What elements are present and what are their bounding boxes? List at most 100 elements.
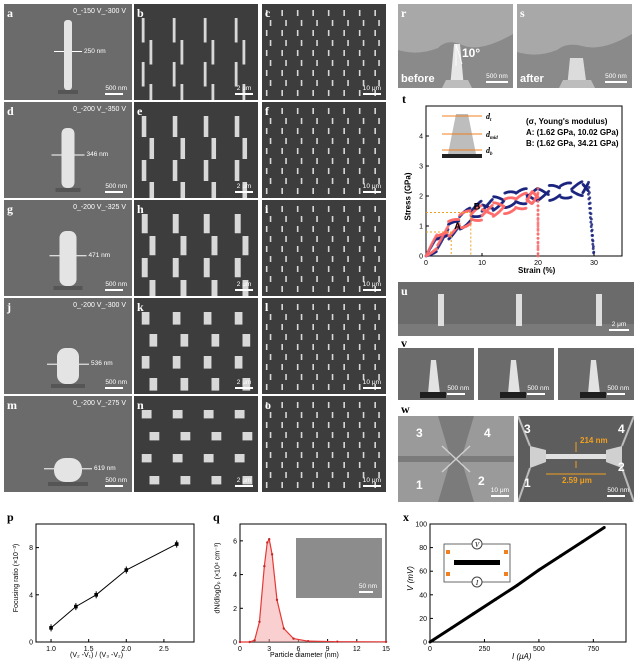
panel-label-q: q xyxy=(213,510,220,524)
chart-t-point-B xyxy=(536,252,540,255)
legend-entry-a: A: (1.62 GPa, 10.02 GPa) xyxy=(526,128,619,137)
chart-p-ytick: 4 xyxy=(29,592,33,599)
electrode-1-left: 1 xyxy=(416,478,423,492)
chart-q-xtick: 3 xyxy=(267,646,271,653)
panel-j: j 0_-200 V_-300 V 536 nm 500 nm xyxy=(4,298,132,394)
panel-r: r 10° before 500 nm xyxy=(398,4,513,88)
chart-t-point-A xyxy=(589,212,593,216)
chart-x-inset-circuit: VI xyxy=(443,538,511,588)
chart-t-point-A xyxy=(589,206,592,210)
chart-t-point-A xyxy=(569,195,573,199)
panel-label-w: w xyxy=(401,404,410,416)
chart-x-xtick: 250 xyxy=(479,646,491,653)
chart-p-xtick: 1.5 xyxy=(84,646,94,653)
voltage-condition: 0_-150 V_-300 V xyxy=(73,8,126,15)
chart-p-fit-line xyxy=(50,543,177,629)
chart-p-xtick: 1.0 xyxy=(46,646,56,653)
chart-t-point-B xyxy=(479,204,483,207)
scale-bar-a: 500 nm xyxy=(105,85,127,95)
chart-t-point-B xyxy=(536,187,540,190)
chart-t-point-A xyxy=(590,217,593,221)
chart-t-point-A xyxy=(591,234,594,237)
chart-t-point-B xyxy=(536,195,540,199)
chart-t-point-B xyxy=(536,200,540,203)
electrode-3-right: 3 xyxy=(524,422,531,436)
panel-o: o 10 μm xyxy=(262,396,386,492)
chart-q-ytick: 0 xyxy=(233,640,237,647)
chart-p-xtick: 2.0 xyxy=(121,646,131,653)
panel-e-image xyxy=(141,116,248,198)
panel-h: h 2 μm xyxy=(134,200,258,296)
pillar-diameter: 250 nm xyxy=(84,47,106,55)
chart-p-ytick: 8 xyxy=(29,545,33,552)
chart-q-ytick: 2 xyxy=(233,606,237,613)
chart-t-point-A xyxy=(588,191,591,194)
chart-t-point-A xyxy=(590,228,594,232)
chart-t-point-B xyxy=(536,218,540,222)
chart-t-point-A xyxy=(591,239,595,243)
scale-bar-j: 500 nm xyxy=(105,379,127,389)
chart-t-point-label: A xyxy=(454,221,461,231)
chart-q-band xyxy=(240,539,386,642)
panel-label-u: u xyxy=(401,284,408,298)
panel-q: q 0 3 6 9 12 15 0 2 4 6 50 nm Particle diameter (… xyxy=(210,510,392,665)
chart-q-frame xyxy=(239,523,387,643)
nanowire-width: 214 nm xyxy=(580,436,608,445)
chart-q-point xyxy=(263,564,266,568)
chart-t-point-B xyxy=(536,244,540,248)
axis-label-y-q: dN/dlogDₚ (×10⁴ cm⁻³) xyxy=(214,542,222,614)
panel-w-right: 3 4 1 2 214 nm 2.59 μm 500 nm xyxy=(518,416,634,502)
scale-bar-g: 500 nm xyxy=(105,281,127,291)
chart-x-inset-symbol: V xyxy=(475,541,480,549)
chart-t-point-B xyxy=(435,247,438,251)
chart-p: 1.0 1.5 2.0 2.5 0 4 8 xyxy=(29,523,195,653)
pillar-diameter: 536 nm xyxy=(91,360,113,368)
panel-v: 500 nm 500 nm 500 nm v xyxy=(398,338,634,402)
chart-t-point-B xyxy=(491,203,494,207)
chart-x-ytick: 80 xyxy=(419,545,427,552)
nanowire-length: 2.59 μm xyxy=(562,476,592,485)
chart-q-point xyxy=(306,639,310,643)
chart-t-point-A xyxy=(581,194,584,198)
panel-label-v: v xyxy=(401,338,407,350)
panel-v-1: 500 nm xyxy=(398,348,474,400)
axis-label-x-p: (V₂ -V₁) / (V₃ -V₂) xyxy=(70,652,124,659)
chart-t-point-A xyxy=(592,245,595,248)
panel-w: w 3 4 1 2 10 μm 3 4 1 2 xyxy=(398,404,634,504)
pillar-diameter: 346 nm xyxy=(86,151,109,158)
panel-label-l: l xyxy=(265,300,269,314)
chart-p-ytick: 0 xyxy=(29,640,33,647)
pillar-diameter: 619 nm xyxy=(94,464,116,472)
electrode-1-right: 1 xyxy=(524,476,531,490)
chart-t-inset-label: db xyxy=(486,146,493,157)
chart-t-point-B xyxy=(468,209,472,213)
axis-label-x-t: Strain (%) xyxy=(518,266,556,275)
chart-x-xtick: 500 xyxy=(533,646,545,653)
panel-v-2: 500 nm xyxy=(478,348,554,400)
chart-t-point-B xyxy=(536,224,540,228)
panel-label-p: p xyxy=(7,510,14,524)
chart-q-point xyxy=(268,537,271,541)
chart-t-frame xyxy=(425,105,623,257)
electrode-4-right: 4 xyxy=(618,422,625,436)
panel-label-i: i xyxy=(265,202,269,216)
legend-title: (σ, Young's modulus) xyxy=(526,117,608,126)
scale-bar-w-left: 10 μm xyxy=(490,487,509,497)
chart-t-point-B xyxy=(536,254,540,258)
panel-o-image xyxy=(265,402,380,488)
scale-bar-b: 2 μm xyxy=(235,85,253,95)
scale-bar-l: 10 μm xyxy=(362,379,381,389)
panel-v-3: 500 nm xyxy=(558,348,634,400)
chart-x-ytick: 60 xyxy=(419,569,427,576)
panel-label-c: c xyxy=(265,6,271,20)
panel-l: l 10 μm xyxy=(262,298,386,394)
chart-t-point-A xyxy=(468,206,472,210)
panel-label-d: d xyxy=(7,104,14,118)
axis-label-y-x: V (mV) xyxy=(405,566,415,591)
chart-x-frame xyxy=(429,523,627,643)
panel-i: i 10 μm xyxy=(262,200,386,296)
axis-label-x-q: Particle diameter (nm) xyxy=(270,652,339,659)
chart-x-point xyxy=(602,526,606,530)
panel-p: p 1.0 1.5 2.0 2.5 0 4 8 (V₂ -V₁) / (V₃ -V₂) Fo… xyxy=(4,510,202,665)
panel-b-image xyxy=(141,18,246,100)
